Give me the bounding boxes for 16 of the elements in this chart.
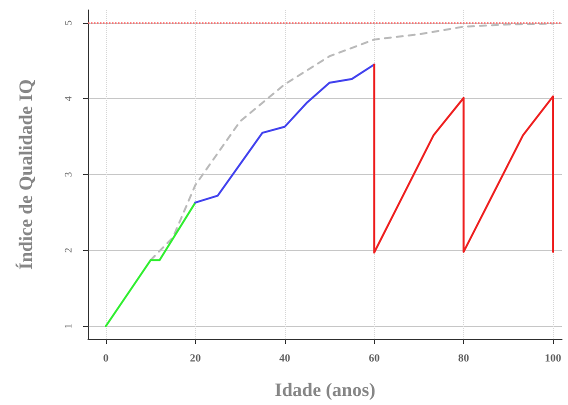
line-series	[194, 64, 376, 204]
line-series	[150, 22, 554, 262]
y-tick-label: 2	[64, 248, 74, 253]
y-tick-label: 4	[64, 96, 74, 102]
line-series	[373, 64, 554, 254]
x-tick-label: 0	[103, 352, 110, 364]
y-axis-title: Índice de Qualidade IQ	[15, 79, 37, 270]
x-tick-label: 100	[544, 352, 562, 364]
x-tick-label: 20	[190, 352, 202, 364]
x-axis-title: Idade (anos)	[274, 380, 376, 401]
x-tick-label: 80	[458, 352, 470, 364]
x-tick-label: 40	[279, 352, 291, 364]
x-tick-label: 60	[368, 352, 380, 364]
y-tick-label: 3	[64, 172, 74, 177]
y-tick-label: 5	[64, 20, 74, 26]
y-tick-label: 1	[64, 324, 74, 329]
